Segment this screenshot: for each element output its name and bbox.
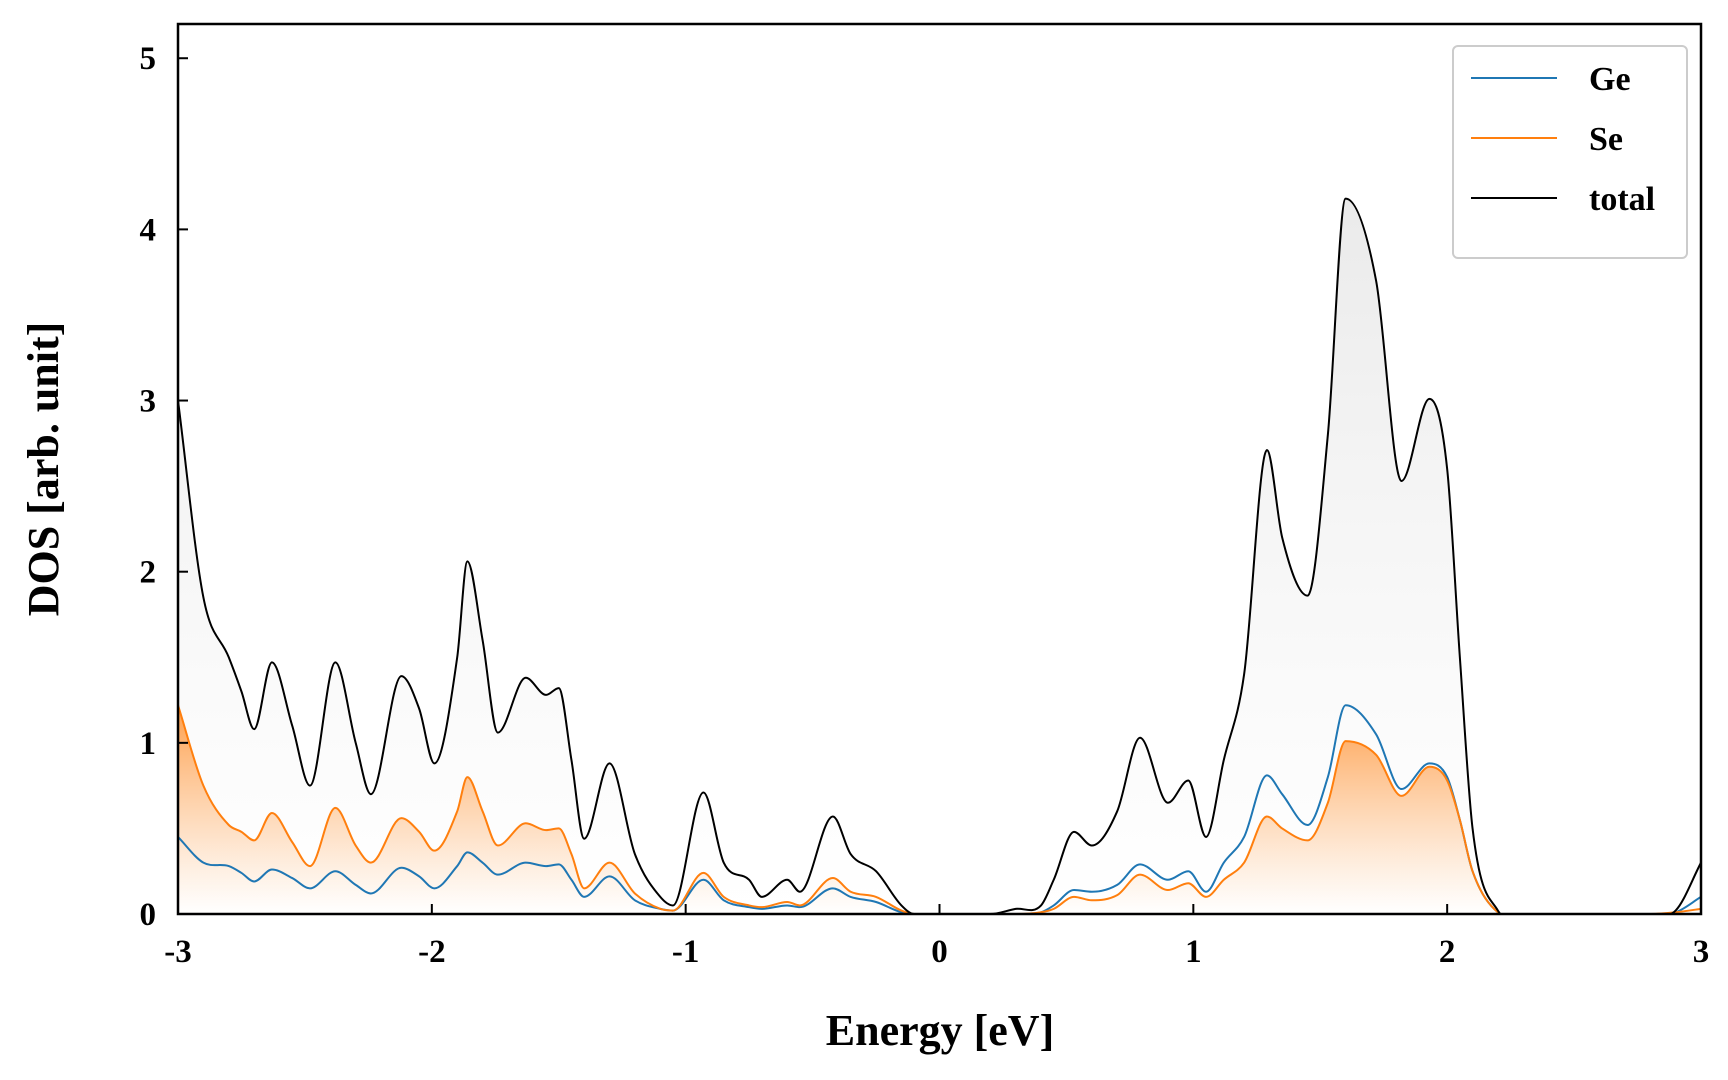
x-tick-label: -2 <box>418 934 446 970</box>
series-line <box>178 197 1701 914</box>
y-tick-label: 4 <box>140 212 157 248</box>
series-line <box>178 704 1701 914</box>
y-tick-label: 3 <box>140 384 157 420</box>
y-tick-label: 2 <box>140 555 157 591</box>
legend-label: total <box>1589 181 1655 218</box>
y-tick-label: 5 <box>140 41 157 77</box>
x-tick-label: 3 <box>1693 934 1710 970</box>
x-tick-label: 1 <box>1185 934 1202 970</box>
x-tick-label: -3 <box>164 934 192 970</box>
y-tick-label: 0 <box>140 897 157 933</box>
series-line <box>178 704 1701 914</box>
x-tick-label: -1 <box>672 934 700 970</box>
x-tick-label: 0 <box>931 934 948 970</box>
legend-label: Ge <box>1589 61 1631 98</box>
area <box>178 705 1701 914</box>
x-axis-label: Energy [eV] <box>826 1006 1055 1055</box>
y-tick-label: 1 <box>140 726 157 762</box>
area <box>178 198 1701 914</box>
legend-box <box>1452 45 1688 259</box>
legend-label: Se <box>1589 121 1623 158</box>
y-axis-label: DOS [arb. unit] <box>19 322 68 617</box>
x-tick-label: 2 <box>1439 934 1456 970</box>
